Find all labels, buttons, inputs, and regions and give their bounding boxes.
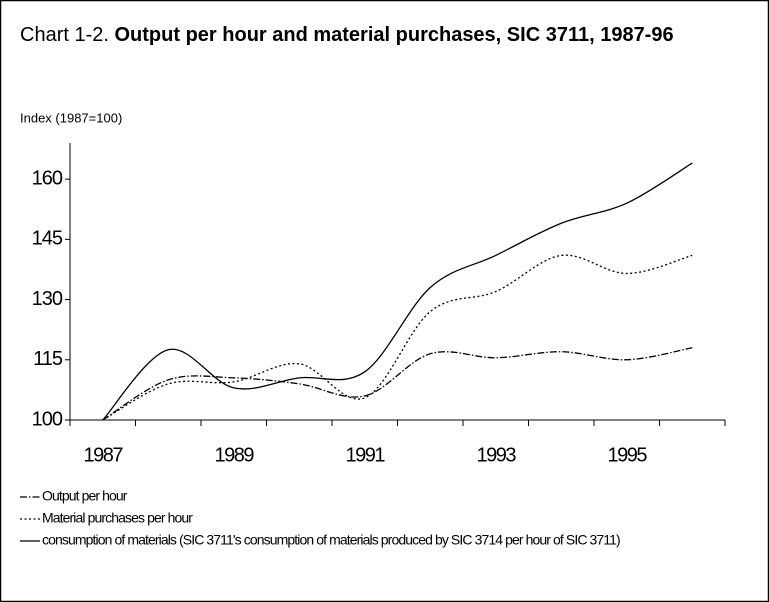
legend-label: Output per hour	[42, 488, 128, 504]
y-axis-label: Index (1987=100)	[20, 110, 122, 125]
x-tick-label: 1991	[346, 444, 386, 466]
y-tick-label: 100	[32, 408, 63, 430]
legend-label: consumption of materials (SIC 3711's con…	[42, 532, 620, 548]
x-tick-label: 1987	[84, 444, 124, 466]
series-line	[102, 162, 693, 421]
title-prefix: Chart 1-2.	[20, 24, 109, 46]
y-tick-label: 160	[32, 167, 63, 189]
chart-title: Chart 1-2. Output per hour and material …	[20, 24, 720, 47]
y-tick-label: 145	[32, 228, 63, 250]
x-tick-label: 1989	[215, 444, 255, 466]
series-line	[102, 347, 693, 421]
x-tick-label: 1995	[608, 444, 648, 466]
x-tick-label: 1993	[477, 444, 517, 466]
legend-label: Material purchases per hour	[42, 510, 193, 526]
y-tick-label: 115	[33, 348, 63, 370]
title-main: Output per hour and material purchases, …	[114, 24, 674, 46]
y-tick-label: 130	[32, 288, 63, 310]
